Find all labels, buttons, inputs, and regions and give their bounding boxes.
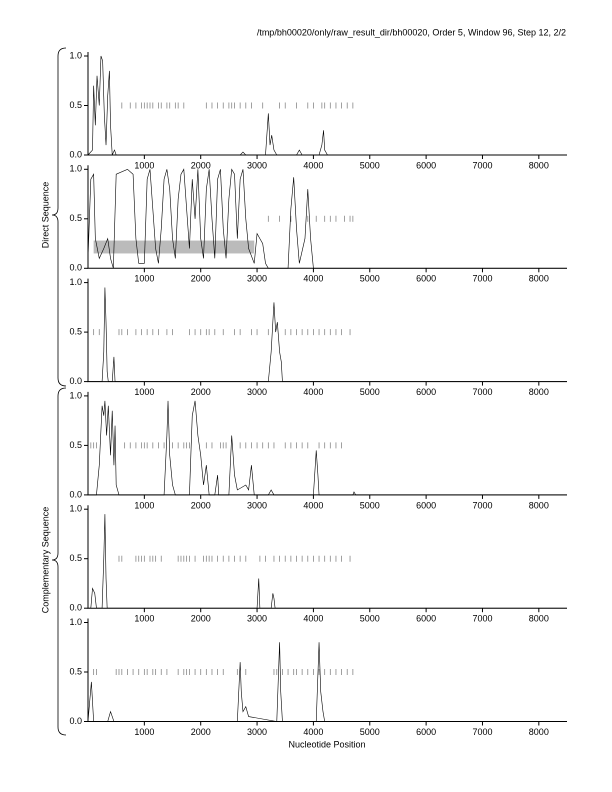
x-tick-label: 7000 <box>472 274 492 284</box>
x-tick-label: 7000 <box>472 160 492 170</box>
x-tick-label: 2000 <box>191 387 211 397</box>
x-tick-label: 1000 <box>134 614 154 624</box>
group-label: Complementary Sequence <box>40 507 50 614</box>
x-tick-label: 7000 <box>472 387 492 397</box>
x-tick-label: 5000 <box>360 274 380 284</box>
x-tick-label: 3000 <box>247 614 267 624</box>
y-tick-label: 1.0 <box>69 277 82 287</box>
x-tick-label: 3000 <box>247 500 267 510</box>
x-tick-label: 4000 <box>303 387 323 397</box>
x-tick-label: 7000 <box>472 500 492 510</box>
y-tick-label: 0.5 <box>69 100 82 110</box>
x-tick-label: 2000 <box>191 727 211 737</box>
axis-frame <box>87 52 567 156</box>
x-tick-label: 6000 <box>416 160 436 170</box>
x-tick-label: 5000 <box>360 614 380 624</box>
group-brace <box>51 387 67 736</box>
x-tick-label: 4000 <box>303 727 323 737</box>
axis-frame <box>87 505 567 609</box>
data-line <box>88 400 567 496</box>
x-tick-label: 1000 <box>134 727 154 737</box>
x-tick-label: 8000 <box>529 274 549 284</box>
group-brace <box>51 47 67 387</box>
x-tick-label: 7000 <box>472 727 492 737</box>
data-line <box>87 55 567 156</box>
x-tick-label: 6000 <box>416 387 436 397</box>
x-tick-label: 4000 <box>303 500 323 510</box>
x-tick-label: 6000 <box>416 614 436 624</box>
page-title: /tmp/bh00020/only/raw_result_dir/bh00020… <box>257 27 566 37</box>
x-tick-label: 3000 <box>247 727 267 737</box>
y-tick-label: 0.0 <box>69 376 82 386</box>
x-tick-label: 5000 <box>360 160 380 170</box>
x-tick-label: 6000 <box>416 727 436 737</box>
x-tick-label: 8000 <box>529 614 549 624</box>
y-tick-label: 0.0 <box>69 489 82 499</box>
x-tick-label: 8000 <box>529 500 549 510</box>
y-tick-label: 0.0 <box>69 263 82 273</box>
x-tick-label: 3000 <box>247 387 267 397</box>
x-tick-label: 2000 <box>191 500 211 510</box>
y-tick-label: 0.5 <box>69 326 82 336</box>
y-tick-label: 1.0 <box>69 504 82 514</box>
y-tick-label: 0.5 <box>69 553 82 563</box>
y-tick-label: 0.5 <box>69 440 82 450</box>
x-tick-label: 4000 <box>303 160 323 170</box>
x-tick-label: 4000 <box>303 614 323 624</box>
data-line <box>87 642 567 722</box>
x-tick-label: 5000 <box>360 500 380 510</box>
x-axis-label: Nucleotide Position <box>288 739 365 749</box>
x-tick-label: 2000 <box>191 274 211 284</box>
y-tick-label: 1.0 <box>69 164 82 174</box>
x-tick-label: 3000 <box>247 274 267 284</box>
y-tick-label: 1.0 <box>69 50 82 60</box>
x-tick-label: 3000 <box>247 160 267 170</box>
y-tick-label: 0.5 <box>69 666 82 676</box>
x-tick-label: 8000 <box>529 160 549 170</box>
data-line <box>88 287 567 382</box>
x-tick-label: 1000 <box>134 274 154 284</box>
x-tick-label: 1000 <box>134 160 154 170</box>
y-tick-label: 0.0 <box>69 716 82 726</box>
x-tick-label: 1000 <box>134 500 154 510</box>
data-line <box>88 514 567 609</box>
x-tick-label: 8000 <box>529 727 549 737</box>
x-tick-label: 5000 <box>360 387 380 397</box>
y-tick-label: 1.0 <box>69 617 82 627</box>
x-tick-label: 6000 <box>416 274 436 284</box>
axis-frame <box>87 278 567 383</box>
x-tick-label: 7000 <box>472 614 492 624</box>
y-tick-label: 1.0 <box>69 390 82 400</box>
axis-frame <box>87 618 567 722</box>
x-tick-label: 5000 <box>360 727 380 737</box>
x-tick-label: 2000 <box>191 614 211 624</box>
x-tick-label: 1000 <box>134 387 154 397</box>
y-tick-label: 0.5 <box>69 213 82 223</box>
x-tick-label: 8000 <box>529 387 549 397</box>
x-tick-label: 4000 <box>303 274 323 284</box>
y-tick-label: 0.0 <box>69 149 82 159</box>
x-tick-label: 6000 <box>416 500 436 510</box>
group-label: Direct Sequence <box>40 182 50 249</box>
y-tick-label: 0.0 <box>69 603 82 613</box>
axis-frame <box>87 391 567 496</box>
x-tick-label: 2000 <box>191 160 211 170</box>
data-line <box>87 168 567 269</box>
